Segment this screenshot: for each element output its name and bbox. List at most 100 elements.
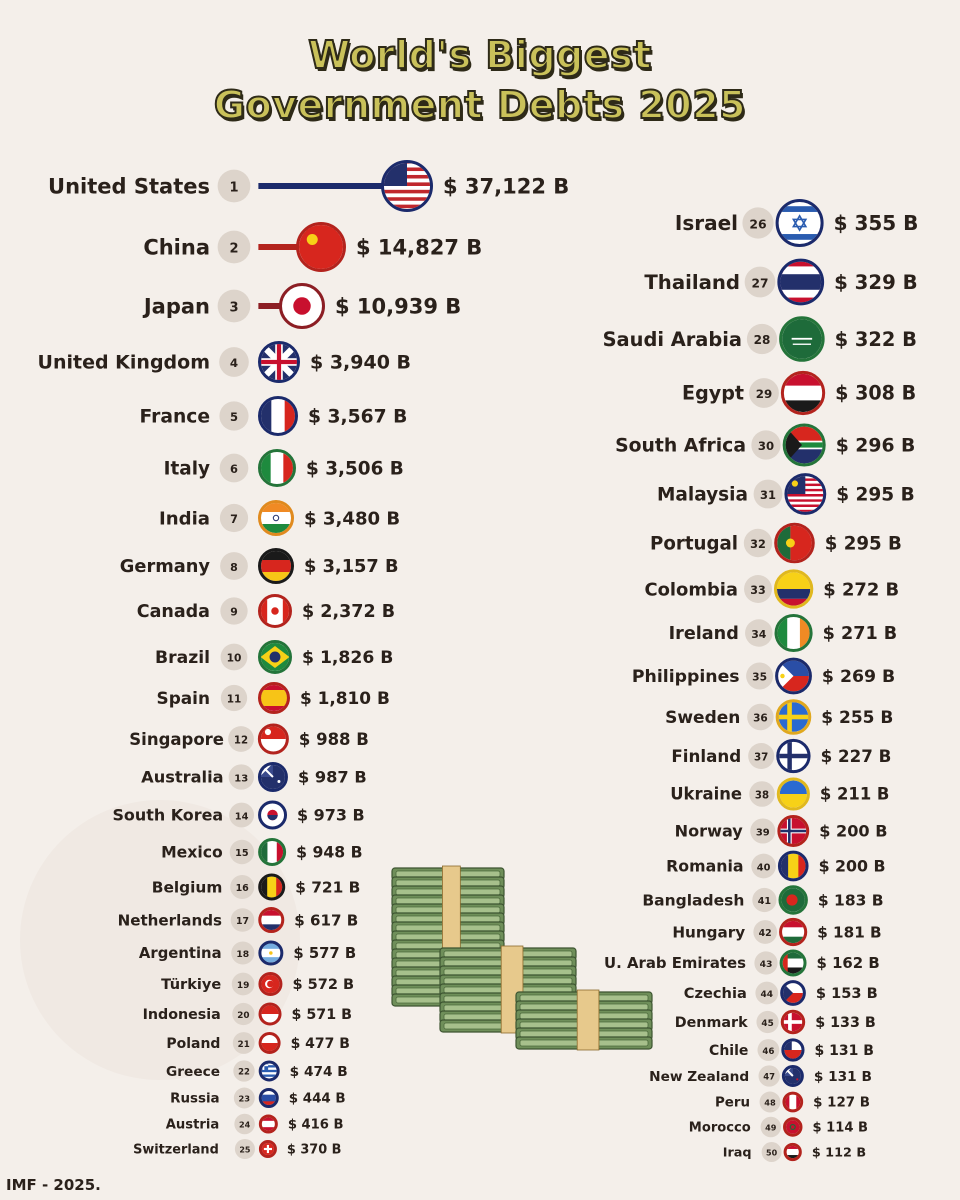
belgium-flag-icon	[258, 873, 286, 901]
debt-value-label: $ 2,372 B	[302, 602, 395, 622]
portugal-flag-icon	[774, 522, 815, 564]
rank-number: 46	[762, 1047, 774, 1057]
rank-number: 43	[760, 959, 773, 970]
rank-number: 26	[749, 216, 766, 231]
rank-number: 22	[238, 1068, 250, 1078]
debt-value-label: $ 370 B	[287, 1143, 342, 1158]
rank-number: 8	[230, 561, 238, 574]
rank-number: 6	[230, 462, 238, 476]
country-name: Spain	[157, 688, 210, 708]
rank-badge	[232, 1002, 255, 1026]
ranking-row: 48 Peru $ 127 B	[715, 1091, 870, 1113]
south-africa-flag-icon	[782, 423, 826, 467]
ranking-row: 17 Netherlands $ 617 B	[118, 907, 358, 933]
brazil-flag-icon	[258, 640, 292, 674]
ireland-flag-icon	[774, 613, 813, 653]
rank-badge	[753, 920, 778, 944]
debt-value-label: $ 1,810 B	[300, 688, 390, 708]
ranking-row: 13 Australia $ 987 B	[141, 762, 367, 792]
rank-number: 37	[754, 752, 768, 764]
us-flag-icon	[381, 160, 433, 212]
rank-badge	[756, 1010, 779, 1034]
norway-flag-icon	[777, 815, 810, 847]
rank-badge	[746, 323, 778, 355]
rank-badge	[750, 818, 776, 844]
ranking-row: 12 Singapore $ 988 B	[129, 723, 369, 755]
debt-value-label: $ 948 B	[296, 842, 362, 861]
rank-badge	[754, 951, 778, 975]
debt-value-label: $ 153 B	[816, 985, 878, 1002]
country-name: Russia	[170, 1092, 219, 1107]
ranking-row: 42 Hungary $ 181 B	[672, 917, 882, 947]
rank-badge	[745, 619, 773, 647]
country-name: Australia	[141, 768, 223, 787]
denmark-flag-icon	[780, 1009, 806, 1035]
country-name: Ireland	[669, 624, 739, 644]
country-name: Germany	[120, 556, 211, 577]
country-name: Colombia	[645, 579, 739, 600]
debt-value-label: $ 572 B	[292, 977, 354, 993]
ranking-rows: 1 United States $ 37,122 B 2 China $ 14,827 B…	[38, 160, 918, 1162]
debt-value-label: $ 112 B	[812, 1145, 866, 1160]
ranking-row: 1 United States $ 37,122 B	[48, 160, 569, 212]
germany-flag-icon	[258, 548, 294, 584]
debt-value-label: $ 131 B	[815, 1043, 874, 1059]
rank-number: 48	[764, 1098, 776, 1108]
ranking-row: 37 Finland $ 227 B	[671, 738, 891, 774]
debt-value-label: $ 295 B	[836, 484, 914, 505]
rank-number: 9	[230, 606, 238, 619]
rank-number: 17	[236, 916, 249, 927]
ranking-row: 43 U. Arab Emirates $ 162 B	[604, 949, 880, 977]
rank-number: 24	[239, 1120, 251, 1130]
hungary-flag-icon	[779, 917, 808, 947]
ranking-row: 41 Bangladesh $ 183 B	[642, 885, 884, 915]
ranking-row: 47 New Zealand $ 131 B	[649, 1065, 872, 1087]
source-note: IMF - 2025.	[6, 1176, 101, 1194]
rank-number: 14	[235, 811, 249, 822]
australia-flag-icon	[257, 762, 288, 792]
uk-flag-icon	[258, 341, 300, 383]
ranking-row: 27 Thailand $ 329 B	[644, 258, 918, 306]
rank-badge	[744, 575, 772, 603]
country-name: Bangladesh	[642, 891, 744, 909]
rank-badge	[755, 981, 779, 1005]
ranking-row: 39 Norway $ 200 B	[675, 815, 888, 847]
rank-connector-bar	[258, 183, 383, 189]
debt-value-label: $ 295 B	[825, 533, 902, 554]
debt-value-label: $ 37,122 B	[443, 174, 569, 198]
debt-value-label: $ 127 B	[813, 1096, 870, 1111]
rank-number: 28	[754, 333, 771, 347]
debt-value-label: $ 183 B	[818, 891, 884, 909]
turkiye-flag-icon	[258, 972, 283, 996]
ranking-row: 25 Switzerland $ 370 B	[133, 1138, 342, 1160]
ranking-row: 16 Belgium $ 721 B	[152, 873, 360, 901]
rank-badge	[220, 643, 248, 671]
sweden-flag-icon	[775, 699, 812, 735]
romania-flag-icon	[777, 850, 809, 882]
thailand-flag-icon	[777, 258, 825, 306]
rank-number: 12	[234, 735, 248, 746]
debt-value-label: $ 133 B	[815, 1015, 876, 1031]
debt-value-label: $ 131 B	[814, 1069, 872, 1085]
country-name: China	[143, 235, 210, 259]
spain-flag-icon	[258, 682, 290, 714]
ranking-row: 45 Denmark $ 133 B	[675, 1009, 876, 1035]
country-name: Italy	[164, 458, 210, 479]
switzerland-flag-icon	[258, 1140, 277, 1158]
debt-value-label: $ 987 B	[298, 768, 367, 787]
country-name: Malaysia	[657, 484, 748, 505]
ranking-row: 23 Russia $ 444 B	[170, 1087, 346, 1109]
rank-number: 40	[757, 862, 771, 873]
ranking-row: 5 France $ 3,567 B	[140, 396, 407, 436]
debt-value-label: $ 272 B	[823, 579, 899, 600]
rank-number: 3	[229, 301, 238, 316]
debt-value-label: $ 444 B	[289, 1092, 346, 1107]
debt-value-label: $ 474 B	[290, 1064, 348, 1080]
russia-flag-icon	[258, 1088, 279, 1108]
rank-number: 30	[758, 439, 774, 453]
ranking-row: 2 China $ 14,827 B	[143, 222, 482, 272]
ukraine-flag-icon	[776, 777, 810, 811]
debt-value-label: $ 255 B	[821, 708, 893, 728]
rank-badge	[217, 230, 251, 264]
